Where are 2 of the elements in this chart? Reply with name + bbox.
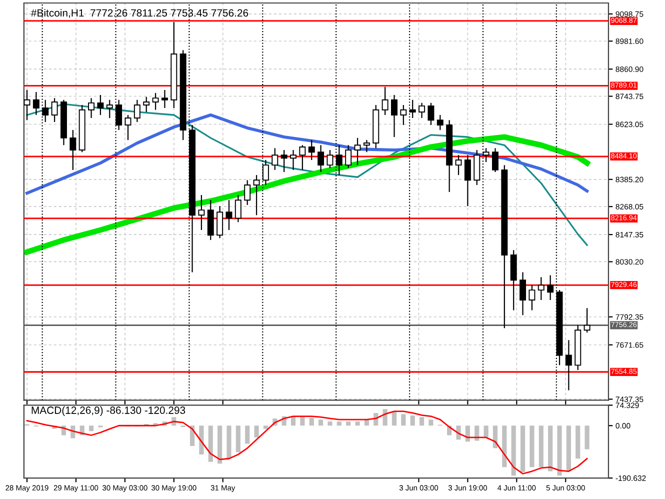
chart-title: #Bitcoin,H1 7772.26 7811.25 7753.45 7756.26 [31,8,248,18]
chart-title: MACD(12,26,9) -86.130 -120.293 [32,406,186,416]
